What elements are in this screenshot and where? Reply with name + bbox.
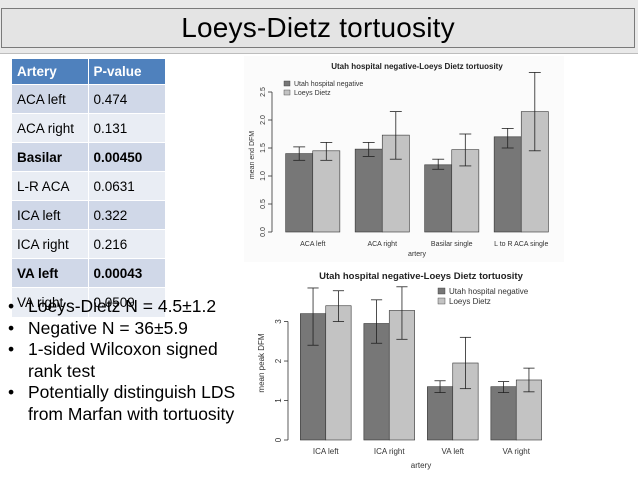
table-row: Basilar 0.00450 xyxy=(12,142,166,172)
artery-cell: ACA left xyxy=(12,84,89,114)
legend-label: Utah hospital negative xyxy=(449,287,529,296)
legend-label: Loeys Dietz xyxy=(449,297,491,306)
x-tick-label: L to R ACA single xyxy=(494,241,548,248)
p-value-cell: 0.216 xyxy=(88,229,166,259)
p-value-cell: 0.322 xyxy=(88,200,166,230)
chart-bar xyxy=(424,164,453,233)
table-row: L-R ACA 0.0631 xyxy=(12,171,166,201)
y-tick-label: 3 xyxy=(274,319,283,324)
header-p-value: P-value xyxy=(88,58,166,85)
chart-end-dfm-svg: Utah hospital negative-Loeys Dietz tortu… xyxy=(249,62,549,258)
legend-label: Loeys Dietz xyxy=(294,90,331,97)
bullet-item: Loeys-Dietz N = 4.5±1.2 xyxy=(8,296,244,318)
legend-swatch xyxy=(437,297,446,305)
x-tick-label: ACA right xyxy=(367,241,397,248)
slide-title: Loeys-Dietz tortuosity xyxy=(181,12,455,43)
legend-label: Utah hospital negative xyxy=(294,81,363,88)
bullet-item: Potentially distinguish LDS from Marfan … xyxy=(8,382,244,425)
bullet-list: Loeys-Dietz N = 4.5±1.2 Negative N = 36±… xyxy=(8,296,244,425)
table-row: VA left 0.00043 xyxy=(12,258,166,288)
artery-cell: ACA right xyxy=(12,113,89,143)
legend-swatch xyxy=(283,89,291,96)
artery-cell: Basilar xyxy=(12,142,89,172)
y-tick-label: 0.5 xyxy=(260,199,267,209)
table-row: ACA right 0.131 xyxy=(12,113,166,143)
y-tick-label: 0 xyxy=(274,437,283,442)
table-header-row: Artery P-value xyxy=(12,58,166,85)
x-tick-label: Basilar single xyxy=(431,241,473,248)
y-tick-label: 2.5 xyxy=(260,87,267,97)
artery-cell: ICA left xyxy=(12,200,89,230)
x-tick-label: ICA left xyxy=(313,447,340,456)
p-value-cell: 0.00450 xyxy=(88,142,166,172)
legend-swatch xyxy=(437,287,446,295)
p-value-table: Artery P-value ACA left 0.474 ACA right … xyxy=(12,58,166,317)
title-box: Loeys-Dietz tortuosity xyxy=(1,8,635,48)
y-tick-label: 1.0 xyxy=(260,171,267,181)
y-tick-label: 1.5 xyxy=(260,143,267,153)
page-number: ‹#› xyxy=(614,458,630,472)
artery-cell: L-R ACA xyxy=(12,171,89,201)
bullet-item: Negative N = 36±5.9 xyxy=(8,318,244,340)
x-axis-label: artery xyxy=(408,251,426,258)
p-value-cell: 0.474 xyxy=(88,84,166,114)
x-tick-label: ACA left xyxy=(300,241,325,248)
table-row: ACA left 0.474 xyxy=(12,84,166,114)
chart-bar xyxy=(493,136,522,233)
chart-bar xyxy=(490,386,517,441)
table-row: ICA left 0.322 xyxy=(12,200,166,230)
table-row: ICA right 0.216 xyxy=(12,229,166,259)
chart-bar xyxy=(427,386,454,441)
y-tick-label: 2 xyxy=(274,358,283,363)
y-tick-label: 1 xyxy=(274,398,283,403)
y-tick-label: 0.0 xyxy=(260,227,267,237)
x-axis-label: artery xyxy=(411,461,431,470)
chart-title: Utah hospital negative-Loeys Dietz tortu… xyxy=(331,62,503,71)
artery-cell: ICA right xyxy=(12,229,89,259)
artery-cell: VA left xyxy=(12,258,89,288)
p-value-cell: 0.0631 xyxy=(88,171,166,201)
x-tick-label: VA left xyxy=(441,447,464,456)
y-tick-label: 2.0 xyxy=(260,115,267,125)
bullet-item: 1-sided Wilcoxon signed rank test xyxy=(8,339,244,382)
p-value-cell: 0.00043 xyxy=(88,258,166,288)
title-bar: Loeys-Dietz tortuosity xyxy=(0,0,638,54)
x-tick-label: ICA right xyxy=(374,447,405,456)
chart-end-dfm: Utah hospital negative-Loeys Dietz tortu… xyxy=(244,56,564,262)
legend-swatch xyxy=(283,80,291,87)
chart-bar xyxy=(285,153,314,233)
chart-bar xyxy=(354,148,383,233)
chart-peak-dfm: Utah hospital negative-Loeys Dietz tortu… xyxy=(252,266,552,476)
chart-bar xyxy=(325,305,352,441)
chart-bar xyxy=(312,150,341,233)
header-artery: Artery xyxy=(12,58,89,85)
p-value-cell: 0.131 xyxy=(88,113,166,143)
y-axis-label: mean end DFM xyxy=(249,131,256,179)
y-axis-label: mean peak DFM xyxy=(257,333,266,392)
chart-title: Utah hospital negative-Loeys Dietz tortu… xyxy=(319,271,523,282)
x-tick-label: VA right xyxy=(503,447,531,456)
chart-peak-dfm-svg: Utah hospital negative-Loeys Dietz tortu… xyxy=(257,271,542,470)
